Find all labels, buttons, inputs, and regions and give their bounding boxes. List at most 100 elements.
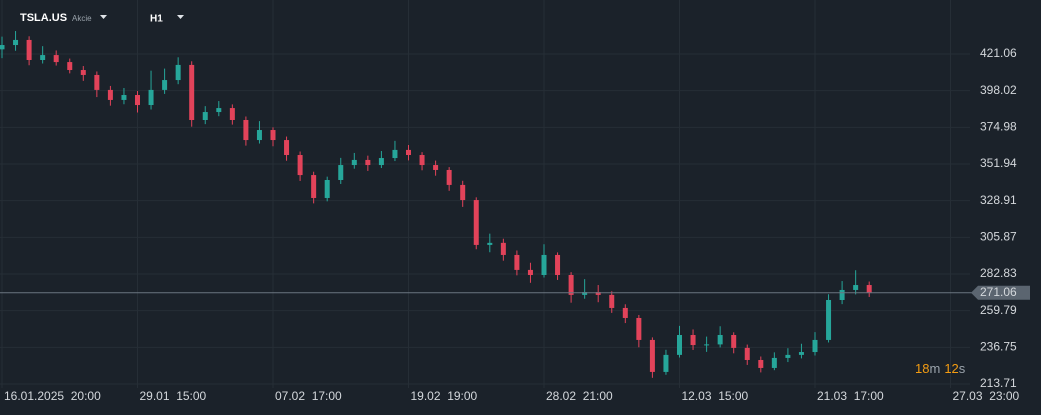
candle-body (717, 335, 723, 345)
candle-body (284, 140, 290, 156)
grid (0, 0, 970, 388)
x-tick-label: 19.02 19:00 (411, 389, 478, 403)
x-tick-label: 16.01.2025 20:00 (4, 389, 101, 403)
y-tick-label: 374.98 (980, 120, 1017, 134)
candle-body (785, 354, 791, 358)
candle-body (378, 158, 384, 166)
y-tick-label: 328.91 (980, 193, 1017, 207)
candles (0, 31, 872, 378)
candle-body (338, 165, 344, 180)
candle-body (216, 108, 222, 113)
candle-body (311, 175, 317, 198)
candle-body (744, 347, 750, 360)
candle-body (460, 184, 466, 201)
countdown-seconds: 12 (944, 361, 958, 376)
candle-body (771, 357, 777, 368)
candle-body (649, 339, 655, 372)
candle-body (704, 344, 710, 346)
candle-body (26, 39, 32, 60)
timeframe[interactable]: H1 (150, 14, 163, 25)
x-tick-label: 07.02 17:00 (275, 389, 342, 403)
candle-body (758, 359, 764, 368)
y-tick-label: 305.87 (980, 230, 1017, 244)
x-tick-label: 12.03 15:00 (682, 389, 749, 403)
x-tick-label: 28.02 21:00 (546, 389, 613, 403)
x-tick-label: 21.03 17:00 (817, 389, 884, 403)
candle-body (67, 62, 73, 71)
countdown-seconds-unit: s (959, 361, 966, 376)
candle-body (853, 285, 859, 290)
x-tick-label: 29.01 15:00 (140, 389, 207, 403)
y-tick-label: 259.79 (980, 303, 1017, 317)
candle-body (0, 45, 5, 50)
timeframe-dropdown[interactable] (177, 15, 184, 19)
candle-body (636, 317, 642, 340)
candle-body (256, 130, 262, 141)
candle-body (40, 55, 46, 60)
candle-body (324, 179, 330, 198)
candle-body (433, 165, 439, 170)
candle-body (866, 285, 872, 293)
candle-body (243, 119, 249, 141)
candle-body (500, 242, 506, 255)
candle-body (80, 70, 86, 75)
candle-body (162, 80, 168, 90)
candle-body (527, 269, 533, 276)
candle-body (270, 130, 276, 141)
candle-body (541, 254, 547, 276)
candle-body (473, 200, 479, 245)
asset-class: Akcie (72, 14, 92, 23)
overlay: 213.71 236.75 259.79 282.83 305.87 328.91 351.… (0, 46, 1030, 403)
candle-body (690, 335, 696, 346)
symbol-dropdown[interactable] (100, 15, 107, 19)
candle-body (798, 352, 804, 355)
candle-body (121, 95, 127, 100)
candle-body (297, 155, 303, 176)
candle-body (392, 149, 398, 159)
y-tick-label: 213.71 (980, 376, 1017, 390)
candle-body (595, 292, 601, 295)
candle-body (148, 89, 154, 106)
x-tick-label: 27.03 23:00 (953, 389, 1020, 403)
last-price-label: 271.06 (980, 285, 1017, 299)
candle-body (13, 39, 19, 46)
last-price-tag (971, 285, 1030, 300)
symbol[interactable]: TSLA.US (20, 12, 67, 24)
candle-body (351, 159, 357, 166)
candle-body (555, 254, 561, 276)
candle-body (487, 242, 493, 245)
y-tick-label: 236.75 (980, 340, 1017, 354)
countdown: 18m 12s (0, 361, 976, 376)
y-tick-label: 421.06 (980, 46, 1017, 60)
candle-body (622, 307, 628, 318)
candle-body (229, 108, 235, 120)
candle-body (107, 89, 113, 100)
candle-body (365, 159, 371, 166)
candle-body (609, 294, 615, 308)
candle-body (839, 289, 845, 300)
y-tick-label: 351.94 (980, 156, 1017, 170)
candle-body (175, 64, 181, 81)
candle-body (826, 299, 832, 340)
candle-body (514, 254, 520, 270)
candle-body (731, 335, 737, 348)
countdown-minutes: 18 (915, 361, 929, 376)
candle-body (406, 149, 411, 156)
candle-body (202, 112, 208, 120)
candle-body (582, 292, 588, 295)
candle-body (135, 95, 140, 106)
candle-body (53, 55, 59, 63)
y-tick-label: 398.02 (980, 83, 1017, 97)
candle-body (812, 339, 818, 353)
candle-body (94, 74, 100, 90)
countdown-minutes-unit: m (929, 361, 940, 376)
candle-body (663, 354, 669, 372)
y-tick-label: 282.83 (980, 266, 1017, 280)
candle-body (419, 155, 425, 166)
candle-body (568, 275, 574, 295)
candle-body (189, 64, 195, 120)
candle-body (446, 169, 452, 185)
